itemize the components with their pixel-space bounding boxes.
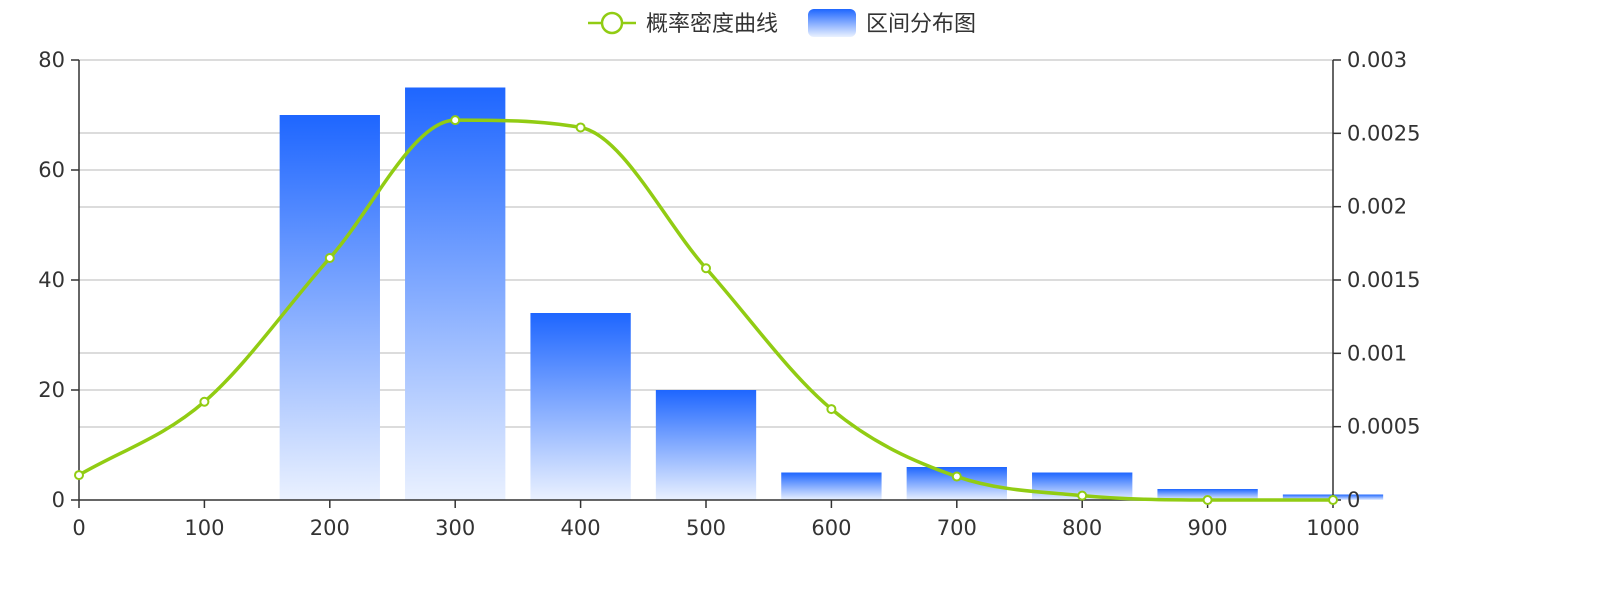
bar-3[interactable]	[655, 390, 757, 500]
x-tick-label: 200	[310, 516, 350, 540]
y-left-tick-label: 20	[38, 378, 65, 402]
tick-labels: 02040608000.00050.0010.00150.0020.00250.…	[38, 48, 1420, 540]
y-right-tick-label: 0.001	[1347, 341, 1407, 365]
axes	[71, 59, 1341, 508]
bar-4[interactable]	[781, 472, 882, 501]
x-tick-label: 700	[937, 516, 977, 540]
y-left-tick-label: 40	[38, 268, 65, 292]
x-tick-label: 0	[72, 516, 85, 540]
y-right-tick-label: 0	[1347, 488, 1360, 512]
curve-point-8[interactable]	[1077, 490, 1088, 501]
bar-0[interactable]	[279, 115, 380, 500]
legend-bars-label: 区间分布图	[866, 12, 976, 37]
y-left-tick-label: 0	[52, 488, 65, 512]
bar-2[interactable]	[530, 313, 631, 500]
y-right-tick-label: 0.0005	[1347, 415, 1420, 439]
curve-point-4[interactable]	[575, 122, 586, 133]
x-tick-label: 900	[1188, 516, 1228, 540]
curve-point-3[interactable]	[450, 115, 461, 126]
x-tick-label: 100	[184, 516, 224, 540]
y-left-tick-label: 80	[38, 48, 65, 72]
curve-point-7[interactable]	[951, 471, 962, 482]
y-right-tick-label: 0.002	[1347, 195, 1407, 219]
curve-point-0[interactable]	[74, 470, 84, 481]
x-tick-label: 800	[1062, 516, 1102, 540]
curve-point-1[interactable]	[199, 396, 210, 407]
legend-item-curve[interactable]: 概率密度曲线	[588, 11, 778, 37]
curve-line[interactable]	[78, 118, 1333, 502]
curve-point-5[interactable]	[701, 263, 711, 274]
histogram-bars	[279, 87, 1384, 501]
legend-curve-marker	[600, 11, 624, 35]
y-right-tick-label: 0.0025	[1347, 121, 1420, 145]
x-tick-label: 300	[435, 516, 475, 540]
bar-7[interactable]	[1157, 489, 1258, 500]
curve-point-10[interactable]	[1328, 495, 1338, 505]
curve-point-6[interactable]	[826, 404, 837, 415]
legend-bars-swatch	[808, 9, 856, 37]
x-tick-label: 600	[811, 516, 851, 540]
x-tick-label: 500	[686, 516, 726, 540]
x-tick-label: 400	[561, 516, 601, 540]
y-right-tick-label: 0.003	[1347, 48, 1407, 72]
curve-point-9[interactable]	[1202, 495, 1213, 505]
legend: 概率密度曲线 区间分布图	[588, 9, 976, 37]
x-tick-label: 1000	[1306, 516, 1359, 540]
legend-item-bars[interactable]: 区间分布图	[808, 9, 976, 37]
legend-curve-label: 概率密度曲线	[646, 12, 778, 37]
grid-lines	[79, 59, 1333, 428]
bar-1[interactable]	[405, 87, 506, 501]
curve-point-2[interactable]	[324, 253, 335, 263]
density-curve	[74, 115, 1338, 505]
y-left-tick-label: 60	[38, 158, 65, 182]
y-right-tick-label: 0.0015	[1347, 268, 1420, 292]
